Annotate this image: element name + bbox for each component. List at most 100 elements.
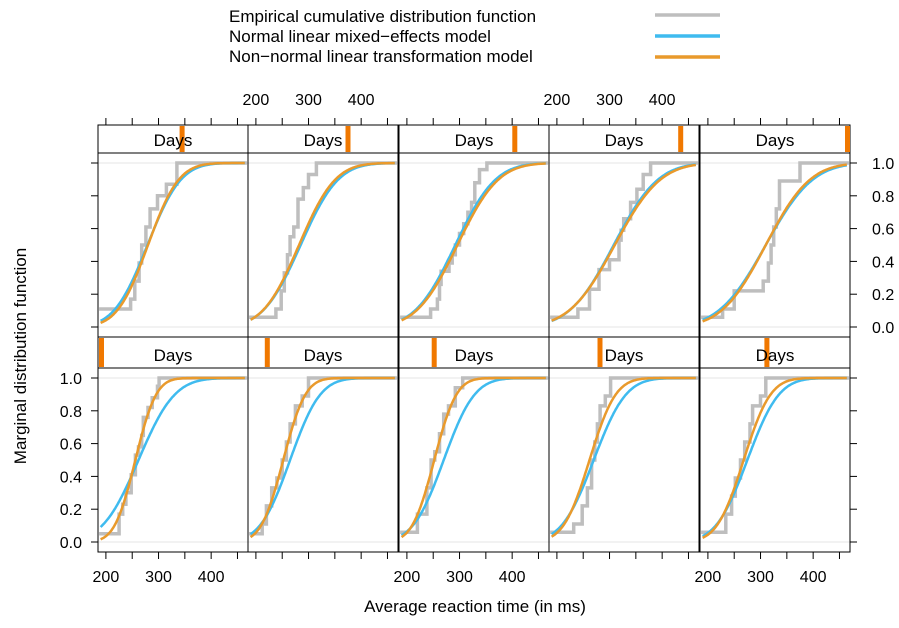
legend-label-normal: Normal linear mixed−effects model (229, 27, 491, 46)
panel-7: Days 200 300 400 (243, 92, 399, 338)
panel-2: Days (247, 336, 399, 559)
transformation-model-line (551, 163, 697, 322)
y-tick-label: 0.0 (872, 320, 894, 337)
panel-9: Days 200 300 400 (544, 92, 700, 338)
strip (548, 124, 700, 154)
ecdf-line (99, 161, 247, 311)
transformation-model-line (250, 161, 395, 321)
panel-8: Days (398, 118, 550, 338)
y-tick-label: 1.0 (872, 156, 894, 173)
legend-label-transformation: Non−normal linear transformation model (229, 47, 533, 66)
strip-indicator (431, 338, 437, 367)
strip-indicator (99, 338, 104, 367)
y-tick-label: 1.0 (60, 371, 82, 388)
ecdf-line (550, 161, 698, 319)
strip-indicator (678, 126, 684, 152)
x-tick-label: 200 (243, 92, 270, 109)
transformation-model-line (100, 161, 245, 325)
strip (97, 336, 249, 369)
strip-indicator (512, 126, 518, 152)
x-axis-label: Average reaction time (in ms) (364, 597, 586, 616)
panel-border (699, 152, 851, 338)
x-tick-label: 400 (198, 569, 225, 586)
transformation-model-line (550, 376, 696, 538)
panel-border (247, 152, 399, 338)
y-axis-label: Marginal distribution function (11, 248, 30, 464)
x-tick-label: 300 (295, 92, 322, 109)
x-tick-label: 400 (800, 569, 827, 586)
normal-model-line (550, 376, 696, 536)
strip-label: Days (154, 346, 193, 365)
panel-5: Days 200 300 400 (695, 336, 857, 586)
strip-indicator (179, 126, 185, 152)
strip-label: Days (605, 346, 644, 365)
strip-label: Days (455, 346, 494, 365)
panel-4: Days (548, 336, 700, 559)
strip-label: Days (154, 131, 193, 150)
legend-label-ecdf: Empirical cumulative distribution functi… (229, 7, 536, 26)
panel-border (548, 152, 700, 338)
strip-label: Days (304, 346, 343, 365)
ecdf-line (400, 161, 548, 319)
x-tick-label: 200 (93, 569, 120, 586)
transformation-model-line (702, 163, 847, 323)
normal-model-line (249, 376, 395, 536)
x-tick-label: 400 (499, 569, 526, 586)
panel-6: Days (91, 118, 249, 338)
ecdf-line (249, 376, 397, 536)
panel-10: Days 0.0 0.2 0.4 0.6 0.8 1.0 (699, 118, 894, 338)
strip-label: Days (304, 131, 343, 150)
strip (548, 336, 700, 369)
y-tick-label: 0.6 (60, 437, 82, 454)
panel-border (548, 367, 700, 553)
strip (97, 124, 249, 154)
strip-indicator (345, 126, 351, 152)
y-tick-label: 0.2 (60, 502, 82, 519)
strip-indicator (764, 338, 770, 367)
x-tick-label: 200 (695, 569, 722, 586)
x-tick-label: 200 (544, 92, 571, 109)
strip-indicator (264, 338, 270, 367)
panel-border (247, 367, 399, 553)
legend: Empirical cumulative distribution functi… (229, 7, 720, 66)
y-tick-label: 0.4 (60, 469, 82, 486)
panel-border (699, 367, 851, 553)
y-tick-label: 0.0 (60, 535, 82, 552)
x-tick-label: 300 (596, 92, 623, 109)
transformation-model-line (401, 162, 546, 322)
y-tick-label: 0.4 (872, 254, 894, 271)
x-tick-label: 400 (649, 92, 676, 109)
strip (247, 124, 399, 154)
strip (699, 336, 851, 369)
ecdf-line (701, 161, 849, 319)
transformation-model-line (249, 376, 395, 539)
transformation-model-line (702, 376, 847, 539)
transformation-model-line (400, 376, 546, 539)
x-tick-label: 200 (394, 569, 421, 586)
normal-model-line (250, 161, 395, 321)
strip-indicator (845, 126, 850, 152)
y-tick-label: 0.2 (872, 287, 894, 304)
strip-label: Days (455, 131, 494, 150)
strip-label: Days (605, 131, 644, 150)
strip-indicator (597, 338, 603, 367)
x-tick-label: 400 (348, 92, 375, 109)
normal-model-line (400, 376, 546, 537)
panel-border (398, 152, 550, 338)
strip-label: Days (756, 346, 795, 365)
panel-3: Days 200 300 400 (394, 336, 550, 586)
strip-label: Days (756, 131, 795, 150)
ecdf-line (249, 161, 397, 319)
x-tick-label: 300 (446, 569, 473, 586)
y-tick-label: 0.8 (872, 189, 894, 206)
x-tick-label: 300 (747, 569, 774, 586)
normal-model-line (551, 163, 696, 323)
panel-1: Days 200 300 400 0.0 0.2 0.4 0.6 0.8 1.0 (60, 336, 249, 586)
x-tick-label: 300 (145, 569, 172, 586)
strip (247, 336, 399, 369)
y-tick-label: 0.6 (872, 222, 894, 239)
panels-group: Days 200 300 400 0.0 0.2 0.4 0.6 0.8 1.0 Days Days 2… (60, 92, 895, 586)
y-tick-label: 0.8 (60, 404, 82, 421)
transformation-model-line (100, 376, 245, 541)
